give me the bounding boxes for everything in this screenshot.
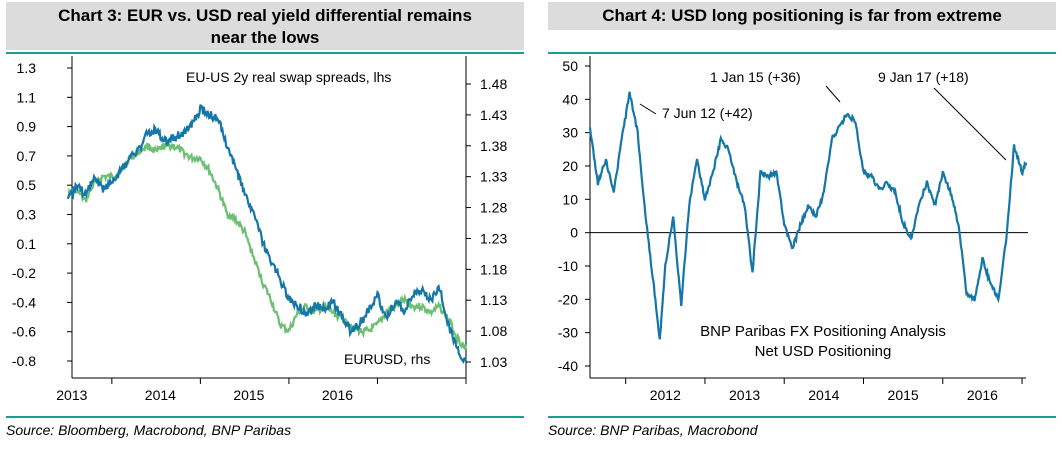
left-y-tick-label: 1.1 bbox=[17, 89, 37, 105]
y-tick-label: -30 bbox=[558, 325, 578, 341]
chart-3-label-eurusd: EURUSD, rhs bbox=[344, 351, 430, 367]
annotation-jan15: 1 Jan 15 (+36) bbox=[710, 69, 801, 85]
annotation-leader-jan17 bbox=[933, 87, 1007, 161]
annotation-jan17: 9 Jan 17 (+18) bbox=[878, 69, 969, 85]
x-tick-label: 2013 bbox=[729, 387, 760, 403]
series-eurusd-line bbox=[67, 138, 468, 351]
x-tick-label: 2013 bbox=[56, 387, 87, 403]
y-tick-label: 50 bbox=[562, 58, 578, 74]
chart-4-title: Chart 4: USD long positioning is far fro… bbox=[548, 2, 1056, 30]
chart-4-bottom-rule bbox=[548, 416, 1056, 418]
chart-4-axes: 50 40 30 20 10 0 -10 -20 -30 -40 2012 2013 2014 2015 2… bbox=[558, 56, 1028, 403]
chart-3-axes: 1.3 1.1 0.9 0.7 0.5 0.3 0.1 -0.2 -0.4 -0.6 -0.8 1.4… bbox=[12, 56, 507, 403]
chart-4-caption-line2: Net USD Positioning bbox=[755, 343, 892, 360]
left-y-tick-label: 0.7 bbox=[17, 148, 37, 164]
chart-4-top-rule bbox=[548, 52, 1056, 54]
right-y-tick-label: 1.23 bbox=[480, 230, 507, 246]
left-y-tick-label: 0.3 bbox=[17, 207, 37, 223]
chart-4-title-text: Chart 4: USD long positioning is far fro… bbox=[602, 6, 1002, 25]
right-y-tick-label: 1.48 bbox=[480, 76, 507, 92]
x-tick-label: 2014 bbox=[145, 387, 176, 403]
chart-4-panel: Chart 4: USD long positioning is far fro… bbox=[548, 0, 1056, 451]
right-y-tick-label: 1.03 bbox=[480, 354, 507, 370]
right-y-tick-label: 1.43 bbox=[480, 107, 507, 123]
chart-3-title-line1: Chart 3: EUR vs. USD real yield differen… bbox=[58, 6, 472, 25]
left-y-tick-label: -0.4 bbox=[12, 294, 36, 310]
right-y-tick-label: 1.13 bbox=[480, 292, 507, 308]
chart-3-panel: Chart 3: EUR vs. USD real yield differen… bbox=[6, 0, 524, 451]
chart-4-source: Source: BNP Paribas, Macrobond bbox=[548, 422, 758, 438]
left-y-tick-label: -0.6 bbox=[12, 324, 36, 340]
y-tick-label: -20 bbox=[558, 291, 578, 307]
chart-4-series bbox=[588, 91, 1028, 340]
x-tick-label: 2016 bbox=[967, 387, 998, 403]
annotation-jun12: 7 Jun 12 (+42) bbox=[662, 105, 753, 121]
series-real-swap-spread-line bbox=[66, 104, 468, 365]
chart-3-top-rule bbox=[6, 52, 524, 54]
x-tick-label: 2014 bbox=[808, 387, 839, 403]
annotation-leader-jun12 bbox=[639, 103, 657, 115]
chart-4-plot: 50 40 30 20 10 0 -10 -20 -30 -40 2012 2013 2014 2015 2… bbox=[558, 56, 1028, 403]
y-tick-label: 20 bbox=[562, 158, 578, 174]
x-tick-label: 2015 bbox=[233, 387, 264, 403]
x-tick-label: 2012 bbox=[650, 387, 681, 403]
chart-3-label-spreads: EU-US 2y real swap spreads, lhs bbox=[186, 69, 391, 85]
chart-3-plot: 1.3 1.1 0.9 0.7 0.5 0.3 0.1 -0.2 -0.4 -0.6 -0.8 1.4… bbox=[12, 56, 507, 403]
x-tick-label: 2016 bbox=[322, 387, 353, 403]
left-y-tick-label: -0.8 bbox=[12, 353, 36, 369]
y-tick-label: 10 bbox=[562, 191, 578, 207]
right-y-tick-label: 1.33 bbox=[480, 169, 507, 185]
right-y-tick-label: 1.28 bbox=[480, 200, 507, 216]
y-tick-label: -10 bbox=[558, 258, 578, 274]
y-tick-label: 40 bbox=[562, 91, 578, 107]
annotation-leader-jan15 bbox=[825, 85, 841, 103]
left-y-tick-label: 0.5 bbox=[17, 177, 37, 193]
x-tick-label: 2015 bbox=[888, 387, 919, 403]
right-y-tick-label: 1.18 bbox=[480, 261, 507, 277]
left-y-tick-label: -0.2 bbox=[12, 265, 36, 281]
chart-3-title: Chart 3: EUR vs. USD real yield differen… bbox=[6, 2, 524, 50]
y-tick-label: 0 bbox=[570, 225, 578, 241]
left-y-tick-label: 0.9 bbox=[17, 119, 37, 135]
chart-3-bottom-rule bbox=[6, 416, 524, 418]
chart-4-caption-line1: BNP Paribas FX Positioning Analysis bbox=[700, 323, 946, 340]
right-y-tick-label: 1.38 bbox=[480, 138, 507, 154]
left-y-tick-label: 1.3 bbox=[17, 60, 37, 76]
series-net-usd-positioning-line bbox=[588, 91, 1028, 340]
y-tick-label: 30 bbox=[562, 125, 578, 141]
chart-3-title-line2: near the lows bbox=[210, 28, 320, 47]
chart-3-source: Source: Bloomberg, Macrobond, BNP Pariba… bbox=[6, 422, 292, 438]
chart-3-series bbox=[66, 104, 468, 365]
left-y-tick-label: 0.1 bbox=[17, 236, 37, 252]
y-tick-label: -40 bbox=[558, 358, 578, 374]
right-y-tick-label: 1.08 bbox=[480, 323, 507, 339]
